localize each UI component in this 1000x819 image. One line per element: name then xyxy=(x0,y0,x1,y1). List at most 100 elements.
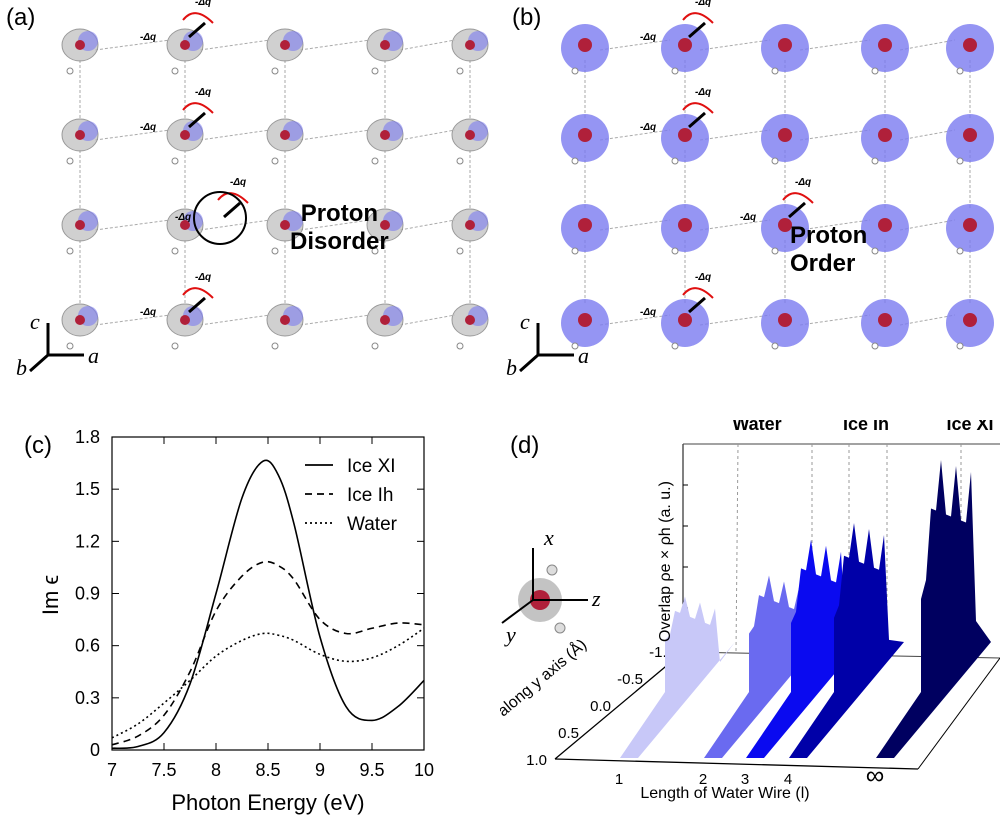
hydrogen-atom xyxy=(66,67,74,75)
title-line1: Proton xyxy=(300,200,379,227)
hydrogen-bond xyxy=(799,314,871,326)
panel-a-label: (a) xyxy=(6,4,36,31)
x-tick-label: 7 xyxy=(107,760,117,780)
axis-c-label: c xyxy=(520,309,530,334)
oxygen-atom xyxy=(280,40,290,50)
oxygen-atom xyxy=(75,130,85,140)
hydrogen-atom xyxy=(271,247,279,255)
oxygen-atom xyxy=(678,38,692,52)
oxygen-atom xyxy=(180,315,190,325)
hydrogen-atom xyxy=(456,67,464,75)
series-line-ice-xi xyxy=(111,459,425,750)
hydrogen-bond xyxy=(899,129,956,141)
y-tick-label: 0.0 xyxy=(590,698,611,715)
hydrogen-atom xyxy=(171,157,179,165)
hydrogen-atom xyxy=(571,247,579,255)
hydrogen-atom xyxy=(371,342,379,350)
charge-label: -Δq xyxy=(140,32,156,43)
oxygen-atom xyxy=(465,40,475,50)
hydrogen-bond xyxy=(299,39,371,51)
legend-label: Ice XI xyxy=(347,456,396,477)
hydrogen-bond xyxy=(199,129,271,141)
x-axis-label: Photon Energy (eV) xyxy=(171,790,364,815)
series-title: Ice Ih xyxy=(843,420,889,434)
overlap-profile-4 xyxy=(789,523,904,758)
x-axis-label: Length of Water Wire (l) xyxy=(640,785,809,802)
oxygen-atom xyxy=(778,218,792,232)
charge-label: -Δq xyxy=(640,32,656,43)
oxygen-atom xyxy=(878,218,892,232)
oxygen-atom xyxy=(75,315,85,325)
plot-frame xyxy=(111,436,425,751)
highlight-circle xyxy=(193,191,247,245)
hydrogen-atom xyxy=(871,67,879,75)
charge-arrow xyxy=(682,12,714,24)
hydrogen-bond xyxy=(199,314,271,326)
charge-label: -Δq xyxy=(195,0,211,8)
oxygen-atom xyxy=(678,128,692,142)
hydrogen-bond xyxy=(799,39,871,51)
hydrogen-bond xyxy=(899,314,956,326)
hydrogen-bond xyxy=(599,219,671,231)
charge-label: -Δq xyxy=(695,272,711,283)
charge-arrow xyxy=(182,102,214,114)
hydrogen-atom xyxy=(171,67,179,75)
oxygen-atom xyxy=(778,313,792,327)
x-tick-label: ∞ xyxy=(866,760,885,790)
charge-label: -Δq xyxy=(640,122,656,133)
oxygen-atom xyxy=(280,130,290,140)
hydrogen-atom xyxy=(571,342,579,350)
charge-label: -Δq xyxy=(740,212,756,223)
charge-label: -Δq xyxy=(175,212,191,223)
x-tick-label: 7.5 xyxy=(151,760,176,780)
x-tick-label: 1 xyxy=(615,771,623,788)
axis-b xyxy=(29,353,49,373)
hydrogen-atom xyxy=(371,247,379,255)
hydrogen-atom xyxy=(871,157,879,165)
x-axis xyxy=(554,758,919,770)
hydrogen-atom xyxy=(66,247,74,255)
hydrogen-bond xyxy=(899,39,956,51)
oxygen-atom xyxy=(280,315,290,325)
y-axis-label: Distance along y axis (Å) xyxy=(500,635,590,763)
panel-b-structure: -Δq -Δq -Δq -Δq -Δq -Δq -Δq -Δq a bc xyxy=(506,0,994,380)
oxygen-atom xyxy=(963,218,977,232)
hydrogen-atom xyxy=(456,157,464,165)
mol-axis-x-label: x xyxy=(543,525,554,550)
hydrogen-bond xyxy=(399,39,456,51)
panel-b-label: (b) xyxy=(512,4,542,31)
mol-axis-y-label: y xyxy=(504,622,516,647)
hydrogen-bond xyxy=(299,219,371,231)
hydrogen-atom xyxy=(956,247,964,255)
hydrogen-atom xyxy=(456,247,464,255)
oxygen-atom xyxy=(465,220,475,230)
oxygen-atom xyxy=(465,315,475,325)
hydrogen-bond xyxy=(299,314,371,326)
transfer-arrow xyxy=(223,201,241,219)
hydrogen-bond xyxy=(94,129,171,141)
hydrogen-atom xyxy=(871,247,879,255)
series-title: Water xyxy=(732,420,781,434)
mol-axis-y xyxy=(501,599,534,624)
z-axis-label: Overlap ρe × ρh (a. u.) xyxy=(657,481,674,642)
axis-c-label: c xyxy=(30,309,40,334)
x-tick-label: 8.5 xyxy=(255,760,280,780)
panel-d-label: (d) xyxy=(510,432,540,459)
hydrogen-bond xyxy=(399,219,456,231)
hydrogen-atom xyxy=(771,342,779,350)
oxygen-atom xyxy=(180,220,190,230)
y-axis xyxy=(554,651,684,760)
x-tick-label: 4 xyxy=(784,771,792,788)
overlap-profile-5 xyxy=(876,460,991,758)
hydrogen-atom xyxy=(771,247,779,255)
oxygen-atom xyxy=(963,313,977,327)
charge-arrow xyxy=(782,192,814,204)
hydrogen-atom xyxy=(271,67,279,75)
oxygen-atom xyxy=(380,40,390,50)
y-tick-label: 1.0 xyxy=(526,752,547,769)
hydrogen-bond xyxy=(199,219,271,231)
oxygen-atom xyxy=(75,220,85,230)
hydrogen-atom xyxy=(771,157,779,165)
oxygen-atom xyxy=(578,313,592,327)
